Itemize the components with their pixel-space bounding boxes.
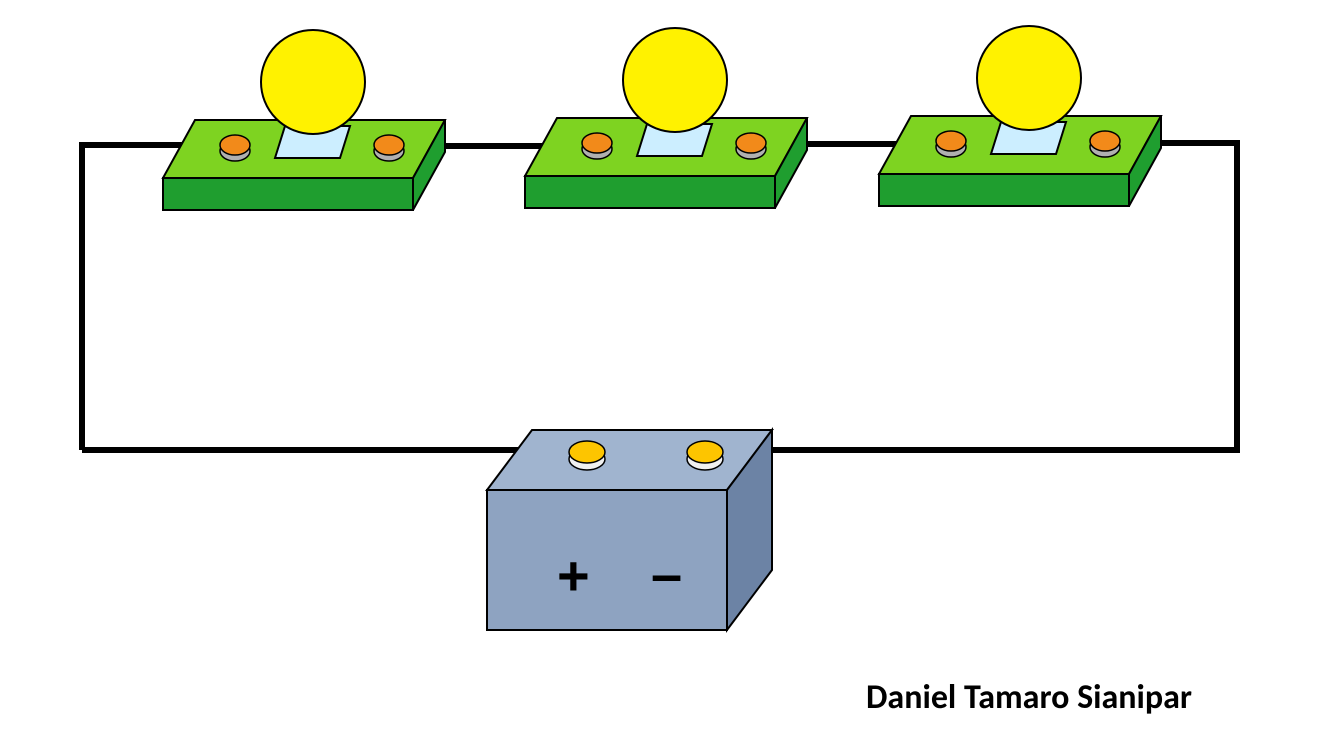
lamp-base-front [163,178,413,210]
lamp-terminal-0 [582,133,612,153]
series-circuit-diagram: +– Daniel Tamaro Sianipar [0,0,1327,731]
battery-terminal-0 [569,441,605,463]
battery: +– [487,430,772,630]
battery-minus-label: – [651,542,682,605]
battery-plus-label: + [557,544,590,607]
lamp-terminal-0 [220,135,250,155]
bulb-icon [261,30,365,134]
battery-front [487,490,727,630]
author-credit: Daniel Tamaro Sianipar [866,677,1192,718]
lamp-terminal-1 [1090,131,1120,151]
lamp-terminal-1 [736,133,766,153]
lamp-terminal-1 [374,135,404,155]
battery-top [487,430,772,490]
battery-terminal-1 [687,441,723,463]
lamp-base-front [879,174,1129,206]
bulb-icon [623,28,727,132]
bulb-icon [977,26,1081,130]
lamp-base-front [525,176,775,208]
lamp-terminal-0 [936,131,966,151]
